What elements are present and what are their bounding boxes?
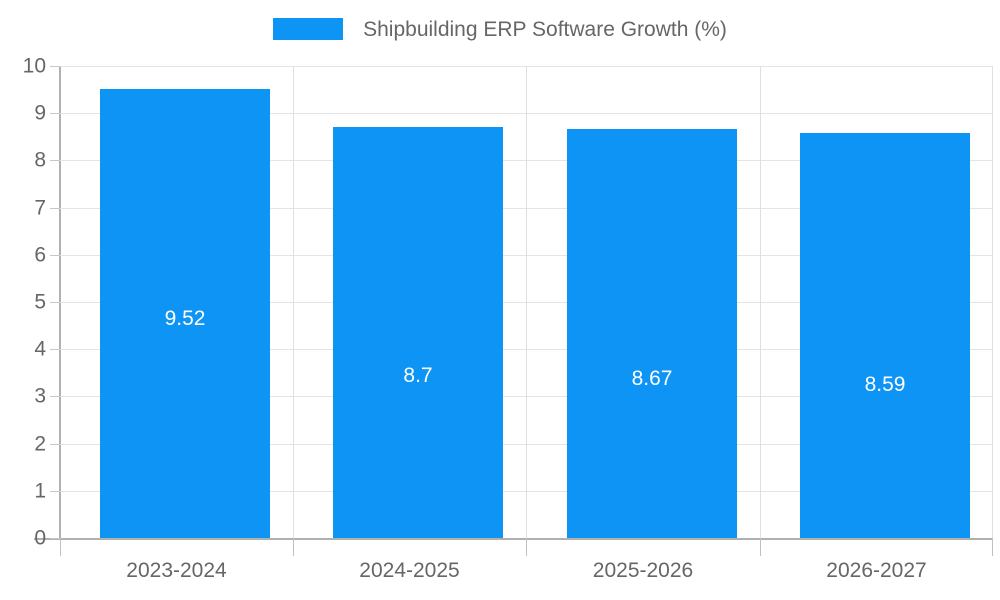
x-tick-mark-end (992, 538, 993, 556)
y-tick-mark-4 (50, 349, 60, 350)
bar-2023-2024[interactable]: 9.52 (100, 88, 270, 538)
plot-area: 9.52 8.7 8.67 8.59 (60, 66, 993, 538)
bar-2026-2027[interactable]: 8.59 (800, 132, 970, 538)
y-tick-mark-2 (50, 444, 60, 445)
legend-label: Shipbuilding ERP Software Growth (%) (363, 17, 727, 41)
y-tick-mark-3 (50, 396, 60, 397)
y-tick-label-7: 7 (34, 196, 46, 220)
x-axis-line (34, 538, 993, 540)
y-tick-mark-10 (50, 66, 60, 67)
x-tick-mark-start (60, 538, 61, 556)
gridline-x-4 (992, 66, 993, 538)
x-tick-label-2023-2024: 2023-2024 (126, 559, 227, 582)
chart-legend: Shipbuilding ERP Software Growth (%) (0, 12, 1000, 46)
y-tick-mark-9 (50, 113, 60, 114)
bar-2025-2026[interactable]: 8.67 (567, 128, 737, 538)
y-tick-mark-1 (50, 491, 60, 492)
bar-value-label: 8.67 (631, 366, 673, 390)
y-tick-mark-5 (50, 302, 60, 303)
y-tick-mark-7 (50, 208, 60, 209)
bar-2024-2025[interactable]: 8.7 (333, 127, 503, 538)
y-tick-label-2: 2 (34, 432, 46, 456)
y-tick-label-6: 6 (34, 243, 46, 267)
y-tick-label-1: 1 (34, 479, 46, 503)
legend-color-swatch-icon (273, 18, 344, 40)
x-tick-label-2025-2026: 2025-2026 (592, 559, 694, 582)
y-tick-label-9: 9 (34, 101, 46, 125)
y-tick-mark-0 (50, 538, 60, 539)
y-tick-label-8: 8 (34, 148, 46, 172)
y-tick-label-5: 5 (34, 290, 46, 314)
x-tick-mark-2 (526, 538, 527, 556)
y-tick-label-4: 4 (34, 337, 46, 361)
bar-value-label: 8.59 (864, 372, 906, 396)
x-tick-label-2024-2025: 2024-2025 (359, 559, 460, 582)
y-tick-mark-8 (50, 160, 60, 161)
gridline-x-2 (526, 66, 527, 538)
bar-value-label: 8.7 (403, 364, 433, 388)
y-tick-label-10: 10 (22, 54, 46, 78)
x-tick-mark-1 (293, 538, 294, 556)
y-tick-label-3: 3 (34, 384, 46, 408)
y-tick-mark-6 (50, 255, 60, 256)
gridline-x-1 (293, 66, 294, 538)
x-tick-mark-3 (760, 538, 761, 556)
legend-item-shipbuilding-erp-software-growth[interactable]: Shipbuilding ERP Software Growth (%) (273, 18, 727, 40)
gridline-x-3 (760, 66, 761, 538)
x-tick-label-2026-2027: 2026-2027 (826, 559, 927, 582)
bar-value-label: 9.52 (164, 306, 206, 330)
